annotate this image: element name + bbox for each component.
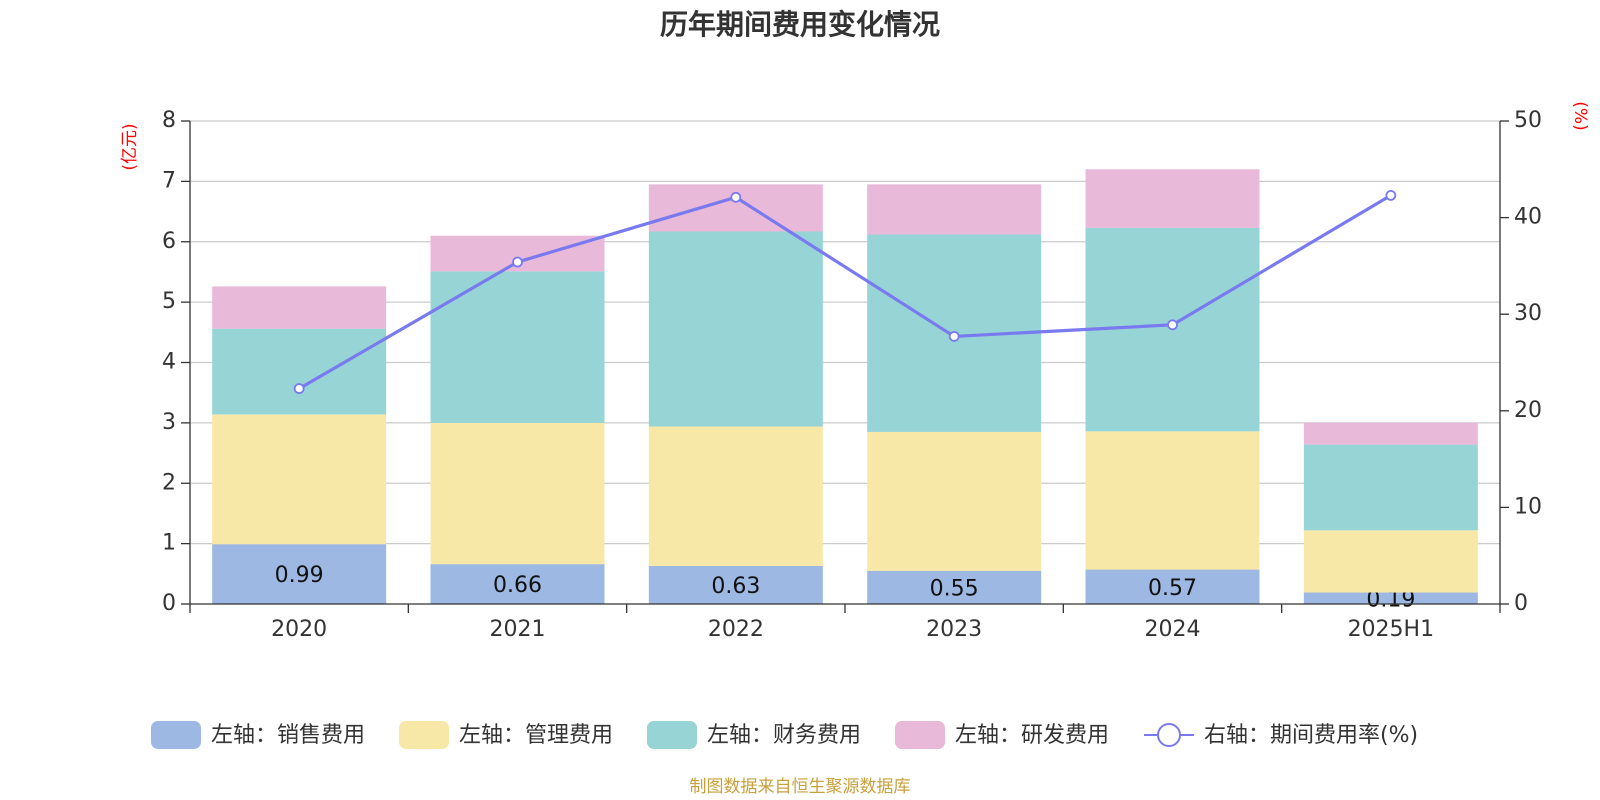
left-tick-label: 5: [162, 289, 176, 314]
rate-line-point: [512, 256, 523, 268]
left-axis-unit: (亿元): [120, 123, 140, 170]
x-tick-label: 2024: [1145, 617, 1201, 642]
legend-label: 左轴：财务费用: [707, 723, 861, 748]
bar-segment: [1303, 530, 1478, 593]
bar-segment: [1303, 422, 1478, 445]
bar-segment: [867, 570, 1042, 604]
legend-marker: [1157, 723, 1181, 747]
rate-line-point: [293, 383, 305, 394]
left-tick-label: 4: [162, 350, 176, 375]
right-tick-label: 20: [1514, 398, 1542, 423]
data-label: 0.57: [1148, 576, 1197, 601]
left-tick-label: 3: [162, 410, 176, 435]
bar-segment: [648, 231, 823, 427]
rate-line-point: [1385, 189, 1397, 201]
legend-swatch: [647, 721, 697, 749]
rate-line-point: [1167, 319, 1178, 331]
data-label: 0.99: [275, 563, 324, 588]
bar-segment: [648, 426, 823, 566]
data-label: 0.55: [930, 576, 979, 601]
right-tick-label: 10: [1514, 494, 1542, 519]
rate-line: [293, 189, 1397, 394]
bar-segment: [212, 328, 387, 415]
axes: 0 1 2 3 4 5 6 7 8 0 10 20 30 40 50 2020 2021 2022 2023 2024…: [162, 108, 1542, 642]
bar-segment: [430, 564, 605, 604]
rate-line-path: [298, 194, 1392, 390]
legend-label: 左轴：研发费用: [955, 723, 1109, 748]
x-tick-label: 2023: [926, 617, 982, 642]
legend: 左轴：销售费用 左轴：管理费用 左轴：财务费用 左轴：研发费用 右轴：期间费用率(%): [151, 721, 1418, 749]
left-tick-label: 2: [162, 470, 176, 495]
bar-segment: [648, 565, 823, 604]
bars: 0.99 0.66 0.63 0.55 0.57 0.19: [212, 169, 1478, 612]
data-label: 0.63: [711, 574, 760, 599]
legend-swatch: [399, 721, 449, 749]
left-tick-label: 8: [162, 108, 176, 133]
bar-segment: [867, 431, 1042, 571]
legend-swatch: [151, 721, 201, 749]
left-tick-label: 1: [162, 531, 176, 556]
bar-segment: [212, 414, 387, 545]
bar-segment: [648, 184, 823, 232]
source-note: 制图数据来自恒生聚源数据库: [690, 777, 911, 797]
legend-label: 左轴：管理费用: [459, 723, 613, 748]
bar-segment: [1303, 592, 1478, 604]
chart-title: 历年期间费用变化情况: [660, 8, 940, 41]
legend-label: 左轴：销售费用: [211, 723, 365, 748]
bar-segment: [1085, 431, 1260, 570]
right-tick-label: 50: [1514, 108, 1542, 133]
legend-label: 右轴：期间费用率(%): [1204, 723, 1418, 748]
rate-line-point: [730, 191, 742, 203]
bar-segment: [212, 286, 387, 329]
data-label: 0.66: [493, 573, 542, 598]
bar-segment: [1085, 169, 1260, 228]
right-tick-label: 0: [1514, 591, 1528, 616]
right-tick-label: 30: [1514, 301, 1542, 326]
bar-segment: [1085, 569, 1260, 604]
bar-segment: [430, 422, 605, 565]
bar-segment: [867, 184, 1042, 235]
x-tick-label: 2022: [708, 617, 764, 642]
left-tick-label: 0: [162, 591, 176, 616]
grid: [190, 120, 1500, 545]
x-tick-label: 2020: [271, 617, 327, 642]
bar-segment: [1303, 444, 1478, 531]
rate-line-point: [948, 331, 960, 342]
left-tick-label: 7: [162, 168, 176, 193]
x-tick-label: 2021: [490, 617, 546, 642]
left-tick-label: 6: [162, 229, 176, 254]
bar-segment: [430, 271, 605, 423]
right-axis-unit: (%): [1570, 101, 1590, 130]
right-tick-label: 40: [1514, 205, 1542, 230]
legend-swatch: [895, 721, 945, 749]
bar-segment: [212, 544, 387, 604]
x-tick-label: 2025H1: [1348, 617, 1435, 642]
